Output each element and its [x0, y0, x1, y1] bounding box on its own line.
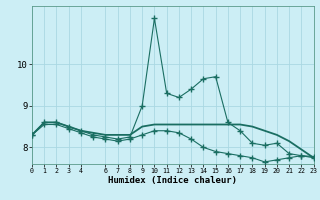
X-axis label: Humidex (Indice chaleur): Humidex (Indice chaleur) [108, 176, 237, 185]
